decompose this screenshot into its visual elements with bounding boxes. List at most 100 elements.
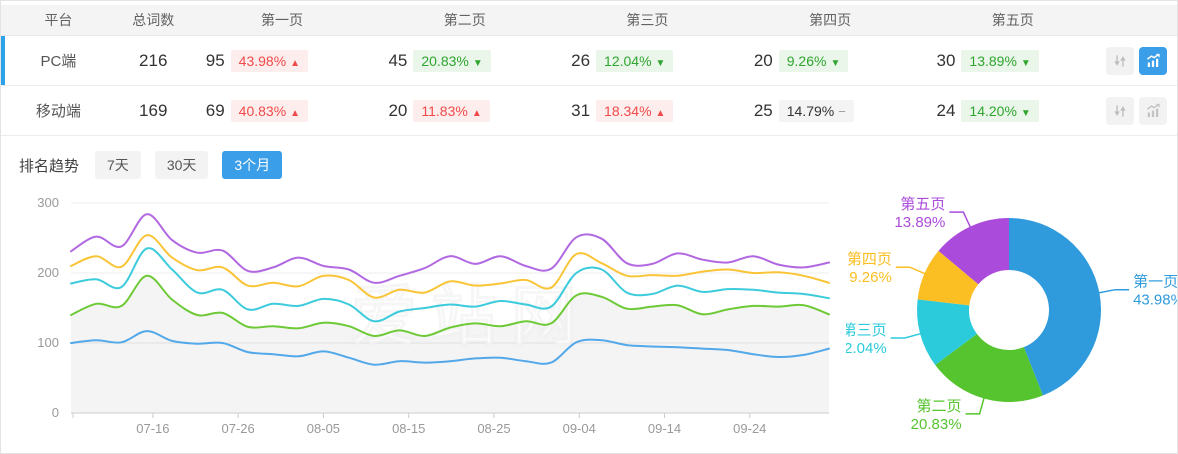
trend-up-icon: ▲	[655, 107, 666, 119]
row-actions	[1104, 96, 1177, 125]
page-keyword-count: 95	[205, 50, 225, 70]
platform-row[interactable]: PC端 216 95 43.98% ▲ 45 20.83% ▼ 26 12.04% ▼ 20 9.26%…	[1, 36, 1177, 86]
page-percent-badge: 40.83% ▲	[230, 99, 309, 122]
sort-arrows-icon	[1114, 54, 1126, 67]
page-keyword-count: 20	[388, 100, 408, 120]
page-rank-cell: 25 14.79% −	[739, 99, 922, 122]
show-trend-chart-button[interactable]	[1139, 46, 1168, 75]
total-keywords: 169	[139, 100, 168, 120]
page-keyword-count: 30	[936, 50, 956, 70]
x-axis-label: 09-04	[563, 421, 596, 436]
platform-name: 移动端	[35, 103, 81, 120]
page-rank-cell: 69 40.83% ▲	[191, 99, 374, 122]
page-percent-badge: 14.79% −	[778, 99, 854, 122]
total-keywords: 216	[139, 50, 168, 70]
platform-name: PC端	[40, 53, 77, 70]
range-tabs: 7天 30天 3个月	[95, 151, 296, 179]
sort-arrows-icon	[1114, 104, 1126, 117]
column-header: 第二页	[443, 12, 486, 28]
slice-label-name: 第五页	[900, 195, 945, 213]
x-axis-label: 08-25	[477, 421, 510, 436]
column-header: 平台	[44, 12, 73, 28]
page-keyword-count: 45	[388, 50, 408, 70]
row-actions	[1104, 46, 1177, 75]
sort-button[interactable]	[1106, 96, 1135, 125]
slice-label-percent: 13.89%	[894, 214, 945, 231]
y-axis-label: 300	[37, 195, 59, 210]
x-axis-label: 09-14	[648, 421, 681, 436]
trend-section-header: 排名趋势 7天 30天 3个月	[19, 151, 296, 179]
slice-label-percent: 43.98%	[1133, 292, 1178, 309]
slice-label-name: 第二页	[917, 397, 962, 415]
trend-up-icon: ▲	[471, 107, 482, 119]
line-series-第二页	[70, 274, 830, 338]
y-axis-label: 100	[37, 335, 59, 350]
trend-up-icon: ▲	[290, 107, 301, 119]
selected-row-indicator	[1, 36, 5, 85]
page-percent-badge: 43.98% ▲	[230, 49, 309, 72]
slice-label-percent: 20.83%	[911, 416, 962, 433]
x-axis-label: 08-05	[307, 421, 340, 436]
trend-down-icon: ▼	[830, 57, 841, 69]
page-keyword-count: 20	[753, 50, 773, 70]
ranking-trend-line-chart: 0 100 200 300 爱站网 07-16 07-26 08-05 08-15 08-25 09…	[37, 195, 830, 436]
trend-flat-icon: −	[838, 103, 846, 119]
column-header: 第四页	[809, 12, 852, 28]
x-axis-label: 07-26	[222, 421, 255, 436]
slice-label-name: 第一页	[1133, 273, 1178, 291]
donut-slice-第五页[interactable]	[938, 218, 1009, 285]
page-rank-cell: 20 11.83% ▲	[373, 99, 556, 122]
trend-down-icon: ▼	[655, 57, 666, 69]
page-rank-cell: 24 14.20% ▼	[921, 99, 1104, 122]
label-leader-line	[965, 396, 986, 415]
page-keyword-count: 31	[571, 100, 591, 120]
range-tab-7天[interactable]: 7天	[95, 151, 141, 179]
trend-chart-icon	[1147, 53, 1160, 67]
page-keyword-count: 26	[571, 50, 591, 70]
slice-label-name: 第四页	[847, 250, 892, 268]
page-rank-cell: 20 9.26% ▼	[739, 49, 922, 72]
watermark: 爱站网	[351, 279, 591, 353]
page-percent-badge: 20.83% ▼	[413, 49, 491, 72]
page-keyword-count: 24	[936, 100, 956, 120]
line-series-第三页	[70, 247, 830, 323]
page-percent-badge: 9.26% ▼	[778, 49, 849, 72]
trend-down-icon: ▼	[1020, 107, 1031, 119]
platform-row[interactable]: 移动端 169 69 40.83% ▲ 20 11.83% ▲ 31 18.34% ▲ 25 14.79…	[1, 86, 1177, 136]
donut-slice-第二页[interactable]	[935, 333, 1043, 402]
range-tab-3个月[interactable]: 3个月	[222, 151, 283, 179]
range-tab-30天[interactable]: 30天	[154, 151, 209, 179]
column-header: 第一页	[261, 12, 304, 28]
trend-chart-icon	[1147, 103, 1160, 117]
page-percent-badge: 13.89% ▼	[961, 49, 1039, 72]
page-percent-badge: 11.83% ▲	[413, 99, 490, 122]
page-percent-badge: 18.34% ▲	[596, 99, 674, 122]
donut-slice-第四页[interactable]	[917, 250, 979, 306]
sort-button[interactable]	[1106, 46, 1135, 75]
page-percent-badge: 12.04% ▼	[596, 49, 674, 72]
page-percent-badge: 14.20% ▼	[961, 99, 1039, 122]
trend-down-icon: ▼	[472, 57, 483, 69]
y-axis-label: 200	[37, 265, 59, 280]
line-series-第四页	[70, 234, 830, 299]
trend-up-icon: ▲	[290, 57, 301, 69]
table-header: 平台 总词数 第一页 第二页 第三页 第四页 第五页	[1, 5, 1177, 36]
x-axis-label: 09-24	[733, 421, 766, 436]
donut-slice-第一页[interactable]	[1009, 218, 1101, 396]
label-leader-line	[1097, 288, 1130, 294]
table-body: PC端 216 95 43.98% ▲ 45 20.83% ▼ 26 12.04% ▼ 20 9.26%…	[1, 36, 1177, 136]
show-trend-chart-button[interactable]	[1139, 96, 1168, 125]
donut-slice-第三页[interactable]	[917, 299, 977, 365]
label-leader-line	[890, 332, 923, 339]
y-axis-label: 0	[52, 405, 59, 420]
line-series-第一页	[70, 330, 830, 366]
slice-label-percent: 9.26%	[849, 269, 892, 286]
page-rank-cell: 45 20.83% ▼	[373, 49, 556, 72]
x-axis-label: 07-16	[136, 421, 169, 436]
page-rank-cell: 26 12.04% ▼	[556, 49, 739, 72]
page-rank-cell: 95 43.98% ▲	[191, 49, 374, 72]
column-header: 第三页	[626, 12, 669, 28]
label-leader-line	[895, 266, 927, 276]
